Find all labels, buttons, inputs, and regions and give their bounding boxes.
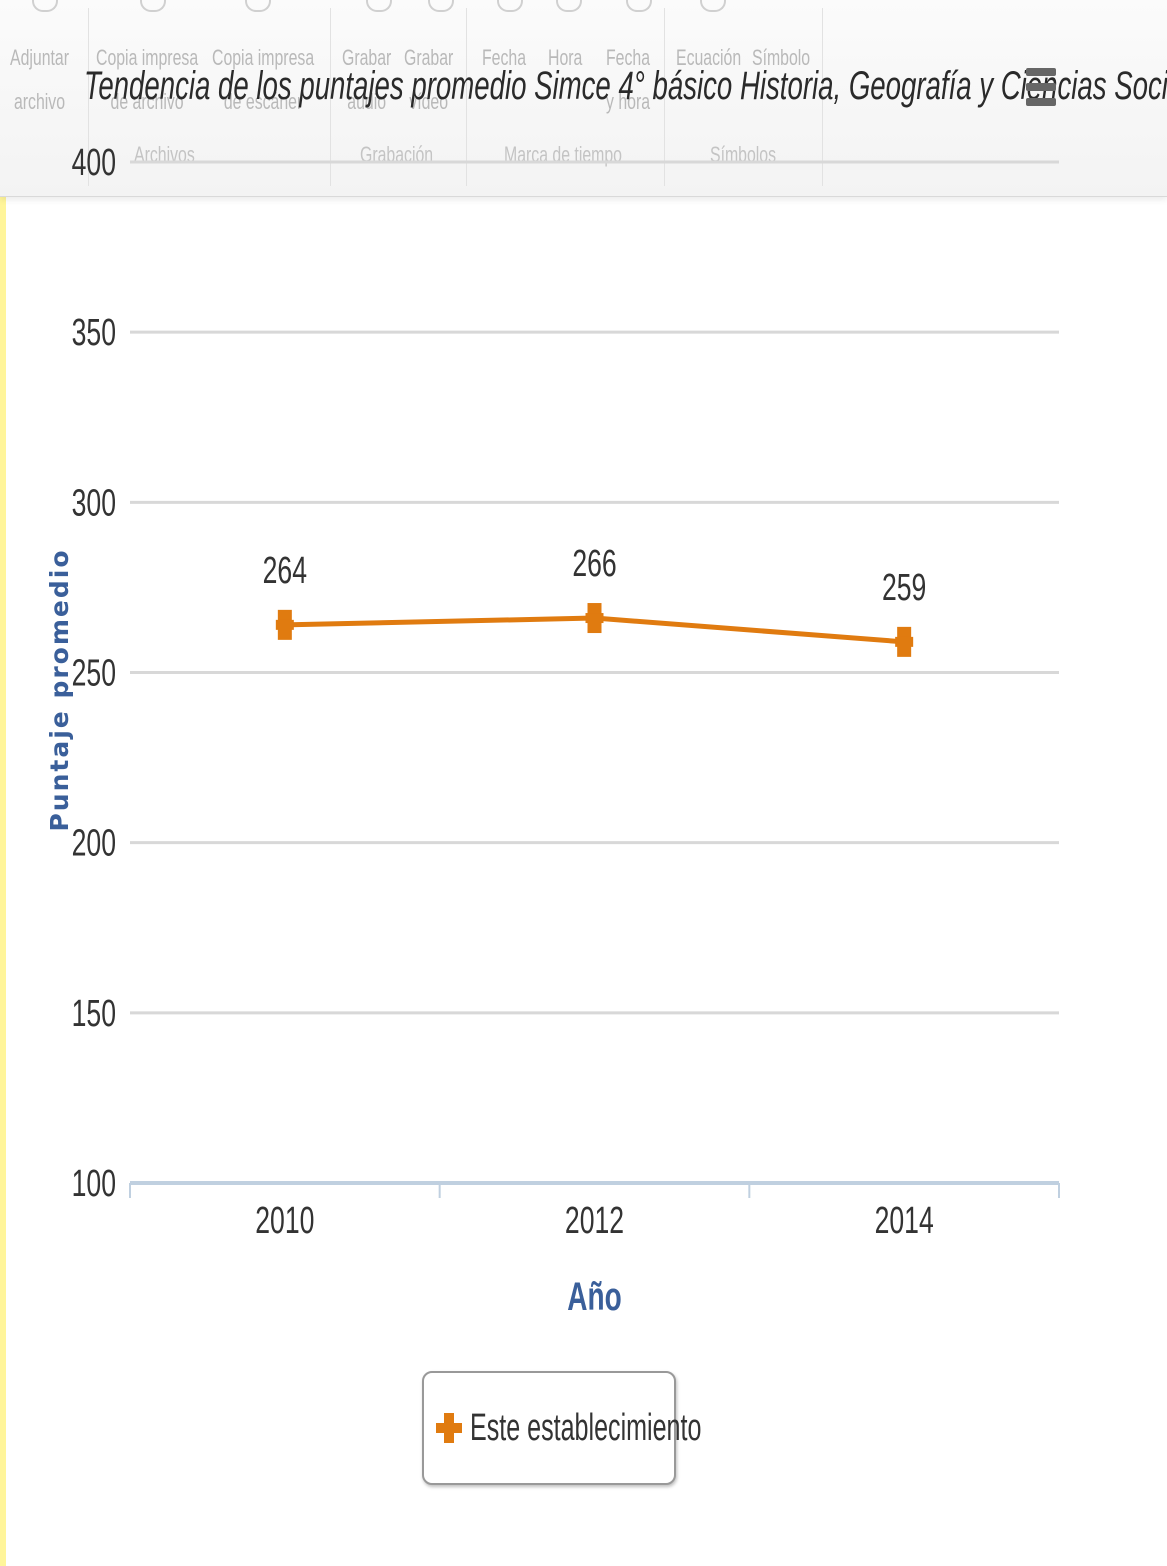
ribbon-copia-impresa-escaner[interactable]: Copia impresa de escáner xyxy=(212,45,315,114)
ribbon-separator xyxy=(330,8,331,186)
y-tick-label: 350 xyxy=(72,310,116,353)
ribbon-grabar-video[interactable]: Grabar vídeo xyxy=(404,45,454,114)
ribbon-separator xyxy=(88,8,89,186)
y-tick-label: 400 xyxy=(72,140,116,183)
ribbon-simbolo[interactable]: Símbolo xyxy=(752,45,811,70)
data-label: 259 xyxy=(882,565,926,608)
data-point-marker xyxy=(585,613,604,624)
ribbon-adjuntar-archivo[interactable]: Adjuntar archivo xyxy=(10,45,70,114)
y-axis-title: Puntaje promedio xyxy=(45,548,74,832)
x-tick-label: 2014 xyxy=(875,1198,934,1241)
ribbon-grabar-audio[interactable]: Grabar audio xyxy=(342,45,392,114)
chart-title: Tendencia de los puntajes promedio Simce… xyxy=(84,64,1167,108)
y-tick-label: 150 xyxy=(72,991,116,1034)
legend-label: Este establecimiento xyxy=(470,1407,702,1449)
data-label: 264 xyxy=(263,548,307,591)
ribbon-separator xyxy=(664,8,665,186)
legend-marker-icon xyxy=(436,1413,462,1443)
x-axis-title: Año xyxy=(567,1275,621,1319)
ribbon-fecha-y-hora[interactable]: Fecha y hora xyxy=(606,45,651,114)
hamburger-menu-icon[interactable] xyxy=(1026,68,1056,118)
ribbon-hora[interactable]: Hora xyxy=(548,45,583,70)
ribbon-separator xyxy=(822,8,823,186)
y-tick-label: 300 xyxy=(72,481,116,524)
y-tick-label: 100 xyxy=(72,1161,116,1204)
chart-legend[interactable]: Este establecimiento xyxy=(422,1371,701,1485)
left-edge-bar xyxy=(0,195,6,1566)
ribbon-toolbar: Adjuntar archivo Copia impresa de archiv… xyxy=(0,0,1167,197)
y-tick-label: 250 xyxy=(72,651,116,694)
ribbon-copia-impresa-archivo[interactable]: Copia impresa de archivo xyxy=(96,45,199,114)
data-point-marker xyxy=(895,636,914,647)
ribbon-fecha[interactable]: Fecha xyxy=(482,45,527,70)
data-point-marker xyxy=(275,619,294,630)
data-label: 266 xyxy=(572,541,616,584)
x-tick-label: 2012 xyxy=(565,1198,624,1241)
y-tick-label: 200 xyxy=(72,821,116,864)
ribbon-separator xyxy=(466,8,467,186)
x-tick-label: 2010 xyxy=(255,1198,314,1241)
ribbon-ecuacion[interactable]: Ecuación xyxy=(676,45,742,70)
